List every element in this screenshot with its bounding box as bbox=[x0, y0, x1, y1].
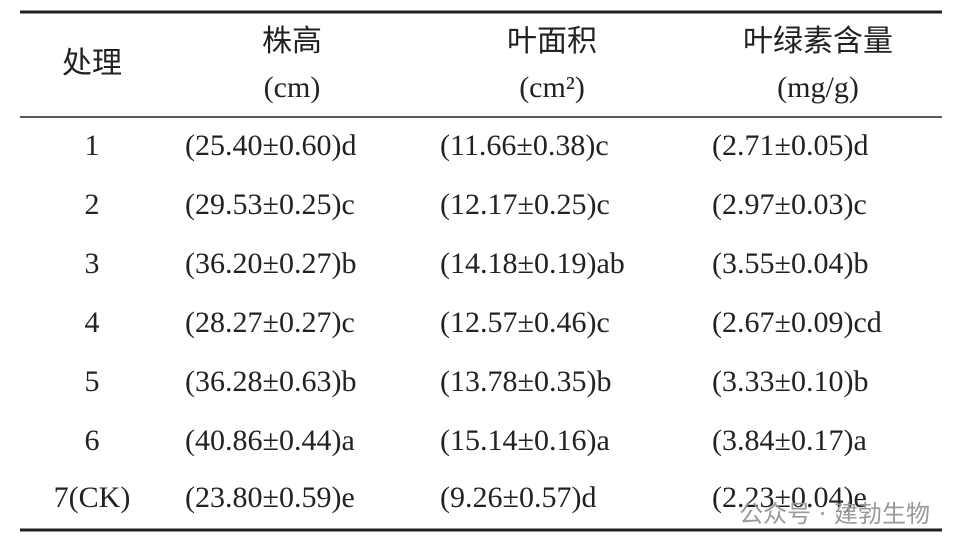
cell: (9.26±0.57)d bbox=[440, 481, 596, 514]
header-unit: (cm) bbox=[264, 71, 321, 104]
cell: (36.20±0.27)b bbox=[185, 247, 356, 280]
header-cell: 株高 bbox=[262, 25, 322, 58]
header-cell: 处理 bbox=[62, 47, 122, 80]
cell: (12.17±0.25)c bbox=[440, 188, 610, 221]
cell: (15.14±0.16)a bbox=[440, 424, 610, 457]
row-label: 6 bbox=[85, 424, 100, 457]
cell: (36.28±0.63)b bbox=[185, 365, 356, 398]
header-cell: 叶面积 bbox=[507, 25, 597, 58]
header-unit: (cm²) bbox=[519, 71, 585, 104]
cell: (11.66±0.38)c bbox=[440, 129, 609, 162]
cell: (23.80±0.59)e bbox=[185, 481, 355, 514]
cell: (13.78±0.35)b bbox=[440, 365, 611, 398]
cell: (3.55±0.04)b bbox=[712, 247, 868, 280]
row-label: 7(CK) bbox=[54, 481, 131, 514]
row-label: 5 bbox=[85, 365, 100, 398]
row-label: 2 bbox=[85, 188, 100, 221]
cell: (25.40±0.60)d bbox=[185, 129, 356, 162]
cell: (28.27±0.27)c bbox=[185, 306, 355, 339]
row-label: 3 bbox=[85, 247, 100, 280]
cell: (2.23±0.04)e bbox=[712, 481, 867, 514]
cell: (3.33±0.10)b bbox=[712, 365, 868, 398]
watermark: 公众号 · 建勃生物 bbox=[739, 500, 930, 528]
cell: (29.53±0.25)c bbox=[185, 188, 355, 221]
cell: (2.71±0.05)d bbox=[712, 129, 868, 162]
header-cell: 叶绿素含量 bbox=[743, 25, 893, 58]
cell: (12.57±0.46)c bbox=[440, 306, 610, 339]
row-label: 1 bbox=[85, 129, 100, 162]
header-unit: (mg/g) bbox=[777, 71, 859, 104]
cell: (2.67±0.09)cd bbox=[712, 306, 882, 339]
cell: (2.97±0.03)c bbox=[712, 188, 867, 221]
cell: (40.86±0.44)a bbox=[185, 424, 355, 457]
cell: (14.18±0.19)ab bbox=[440, 247, 625, 280]
row-label: 4 bbox=[85, 306, 100, 339]
cell: (3.84±0.17)a bbox=[712, 424, 867, 457]
